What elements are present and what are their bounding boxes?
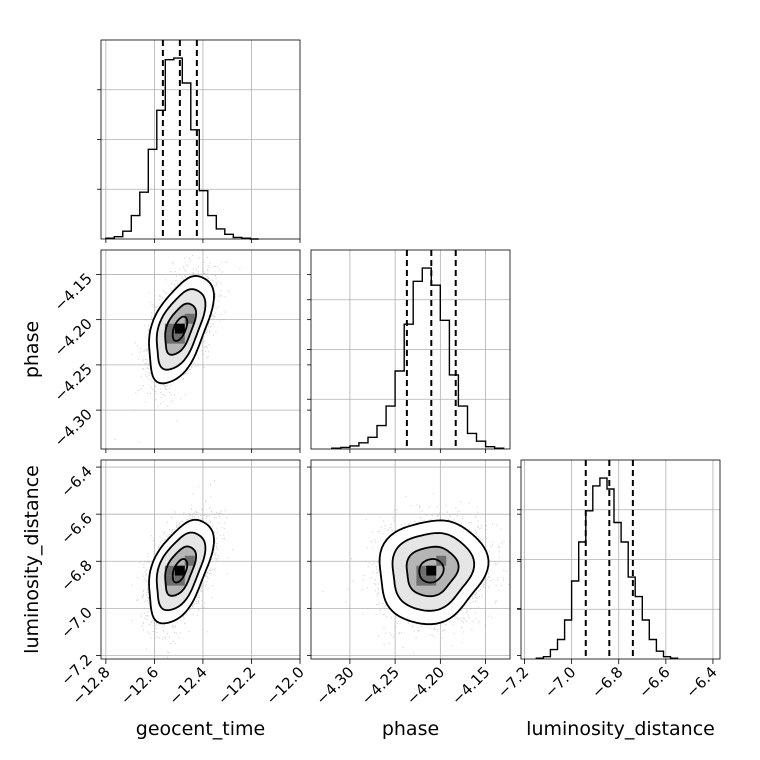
- y-tick-label: −7.0: [57, 603, 95, 641]
- density-panel-phase_vs_geocent_time: [100, 249, 301, 450]
- x-tick-label: −4.25: [358, 663, 403, 708]
- density-panel-luminosity_distance_vs_phase: [310, 459, 511, 660]
- panel-frame: [310, 249, 511, 450]
- x-tick-label: −12.0: [263, 663, 308, 708]
- panel-frame: [520, 459, 721, 660]
- density-plot: [131, 480, 234, 658]
- y-tick-label: −6.4: [57, 462, 95, 500]
- x-tick-label: −6.4: [682, 663, 720, 701]
- x-axis-label: luminosity_distance: [526, 718, 715, 740]
- contour-line: [418, 558, 445, 584]
- y-tick-label: −6.6: [57, 509, 95, 547]
- y-tick-label: −6.8: [57, 556, 95, 594]
- x-tick-label: −4.15: [448, 663, 493, 708]
- histogram-step: [535, 477, 679, 659]
- contour-line: [164, 545, 197, 597]
- contour-line: [391, 532, 476, 612]
- density-panel-luminosity_distance_vs_geocent_time: [100, 459, 301, 660]
- panel-frame: [100, 459, 301, 660]
- x-tick-label: −6.6: [635, 663, 673, 701]
- contour-line: [171, 558, 189, 584]
- y-tick-label: −4.20: [51, 315, 96, 360]
- contour-line: [405, 545, 460, 598]
- x-tick-label: −12.6: [117, 663, 162, 708]
- panel-frame: [100, 39, 301, 240]
- x-tick-label: −4.30: [312, 663, 357, 708]
- contour-line: [155, 531, 207, 612]
- y-tick-label: −4.25: [51, 360, 96, 405]
- x-tick-label: −7.2: [494, 663, 532, 701]
- contour-line: [378, 519, 490, 626]
- x-tick-label: −6.8: [588, 663, 626, 701]
- density-peak: [426, 565, 437, 576]
- density-peak: [174, 323, 185, 334]
- density-peak: [174, 565, 185, 576]
- x-tick-label: −4.20: [403, 663, 448, 708]
- sample-scatter: [131, 480, 234, 658]
- histogram-panel-luminosity_distance: [517, 459, 721, 660]
- contour-line: [164, 302, 197, 356]
- histogram-step: [331, 267, 505, 449]
- contour-line: [148, 274, 215, 385]
- histogram-panel-phase: [307, 249, 511, 450]
- panel-frame: [310, 459, 511, 660]
- x-axis-luminosity_distance: −7.2 −7.0 −6.8 −6.6 −6.4 luminosity_distance: [494, 659, 721, 740]
- x-axis-label: phase: [382, 718, 439, 740]
- x-axis-label: geocent_time: [136, 718, 265, 740]
- density-plot: [322, 493, 510, 654]
- x-tick-label: −12.2: [214, 663, 259, 708]
- density-plot: [114, 254, 241, 443]
- x-tick-label: −12.4: [166, 663, 211, 708]
- y-axis-label: phase: [21, 321, 43, 378]
- panel-frame: [100, 249, 301, 450]
- contour-line: [171, 315, 189, 342]
- contour-line: [155, 288, 207, 371]
- histogram-panel-geocent_time: [97, 39, 301, 240]
- contour-line: [148, 518, 215, 625]
- y-tick-label: −4.30: [51, 405, 96, 450]
- y-axis-label: luminosity_distance: [21, 465, 43, 654]
- y-tick-label: −4.15: [51, 270, 96, 315]
- histogram-step: [105, 57, 259, 240]
- x-tick-label: −7.0: [541, 663, 579, 701]
